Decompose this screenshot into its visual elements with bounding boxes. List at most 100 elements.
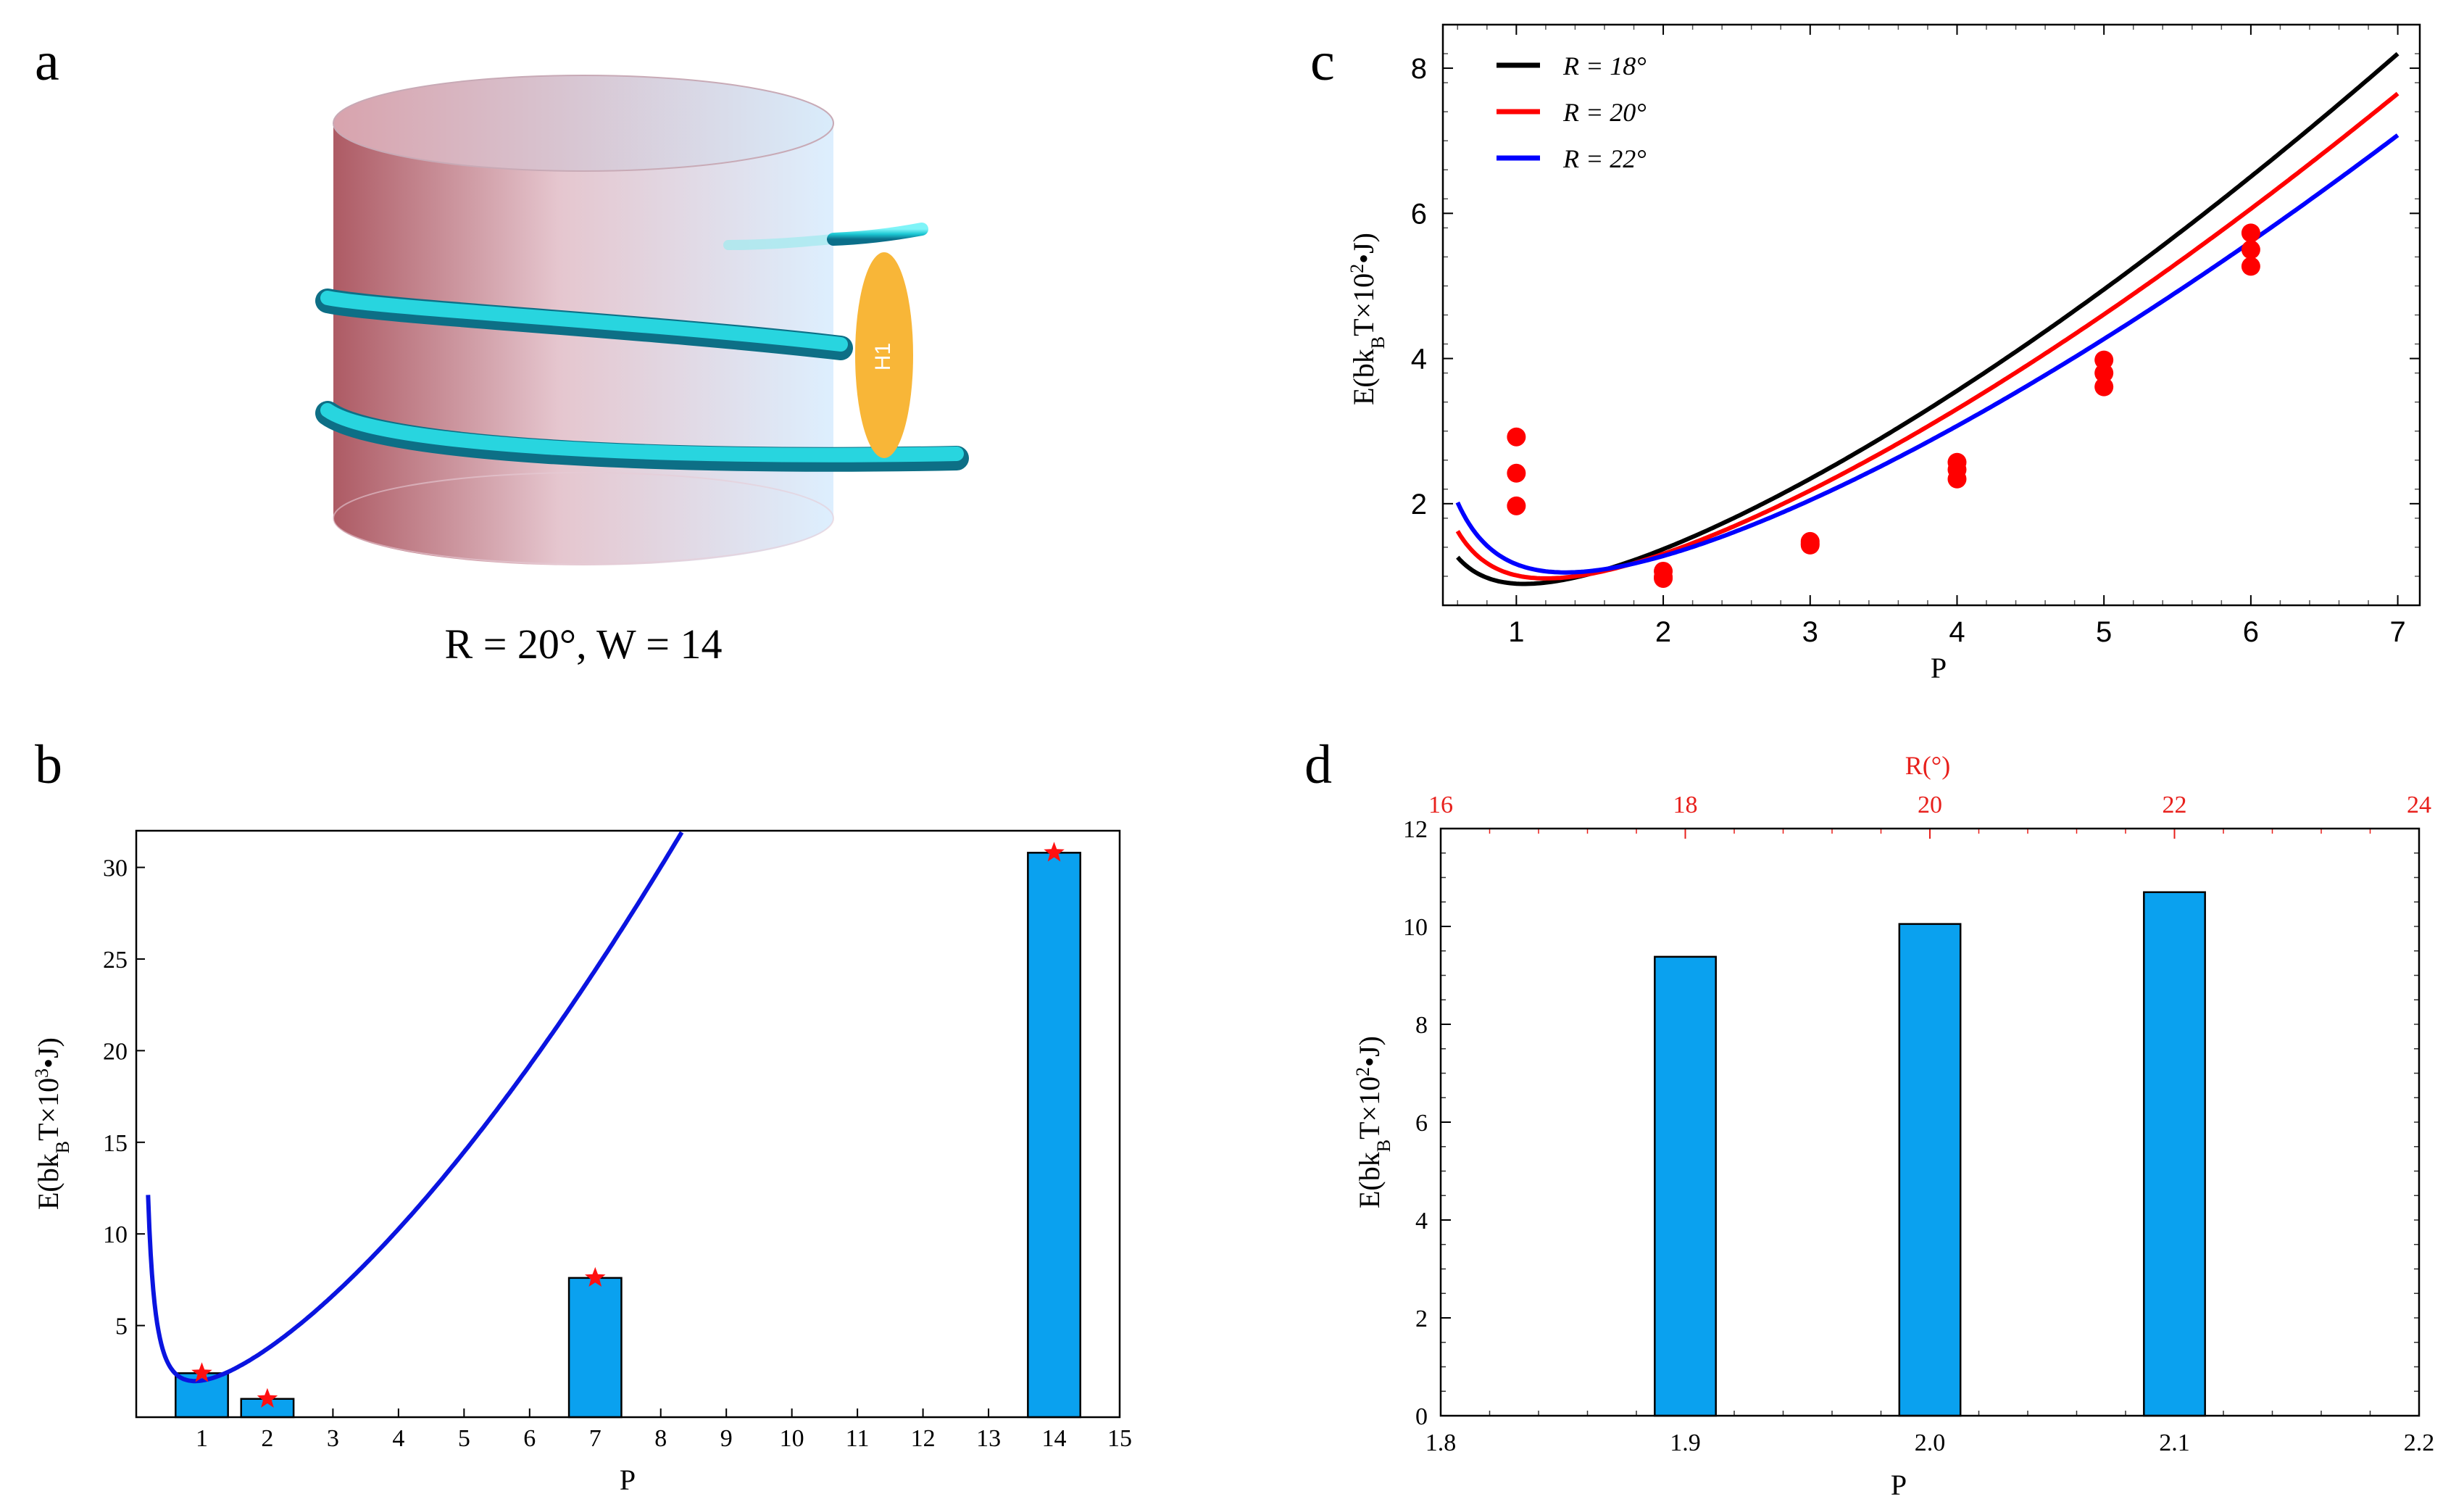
b-ytick: 5	[115, 1314, 128, 1340]
c-legend: R = 18° R = 20° R = 22°	[1497, 51, 1647, 173]
d-ytick: 12	[1403, 816, 1428, 843]
helix-strand	[315, 223, 969, 472]
h1-ellipse: H1	[855, 252, 913, 458]
b-xtick: 5	[458, 1425, 470, 1452]
d-top-xtick: 18	[1673, 792, 1698, 818]
c-xtick: 5	[2096, 616, 2112, 648]
b-star-p2	[257, 1387, 278, 1408]
panel-a: a H1 R = 20°, W = 14	[35, 31, 969, 668]
c-ytick: 8	[1411, 53, 1427, 85]
b-bar-p14	[1027, 852, 1081, 1419]
c-xtick: 3	[1802, 616, 1818, 648]
b-frame	[135, 829, 1121, 1419]
c-point-s0	[2094, 350, 2114, 370]
b-xtick: 14	[1042, 1425, 1067, 1452]
b-xtick: 9	[720, 1425, 733, 1452]
b-ytick: 15	[103, 1130, 128, 1157]
b-xtick: 12	[911, 1425, 936, 1452]
c-xtick: 7	[2389, 616, 2405, 648]
b-ytick: 20	[103, 1038, 128, 1065]
d-top-xtick: 22	[2163, 792, 2187, 818]
c-ytick: 2	[1411, 489, 1427, 520]
b-star-p1	[191, 1362, 212, 1382]
c-xtick: 4	[1949, 616, 1965, 648]
b-star-p7	[585, 1266, 606, 1287]
d-ytick: 4	[1415, 1208, 1428, 1235]
d-xtick: 2.2	[2404, 1430, 2435, 1456]
c-plot-area: 1 2 3 4 5 6 7 2 4 6 8	[1411, 25, 2420, 648]
b-xtick: 13	[976, 1425, 1001, 1452]
b-xtick: 15	[1107, 1425, 1132, 1452]
d-bar-p2	[1898, 923, 1962, 1417]
d-top-xtick: 24	[2407, 792, 2431, 818]
b-xtick: 10	[780, 1425, 804, 1452]
d-ytick: 2	[1415, 1306, 1428, 1332]
b-ylabel: E(bkBT×103•J)	[31, 1037, 73, 1210]
c-point-s0	[1507, 496, 1526, 515]
c-point-s2	[2241, 257, 2260, 276]
b-star-p14	[1044, 842, 1065, 862]
b-xlabel: P	[620, 1464, 636, 1496]
c-legend-label-0: R = 18°	[1562, 51, 1647, 80]
d-ytick: 0	[1415, 1403, 1428, 1430]
b-xtick: 6	[523, 1425, 536, 1452]
panel-letter-c: c	[1310, 31, 1335, 92]
c-point-s2	[1654, 561, 1673, 581]
c-point-s1	[1507, 463, 1526, 483]
b-xtick: 3	[327, 1425, 339, 1452]
b-xtick: 8	[654, 1425, 667, 1452]
c-frame	[1441, 23, 2421, 607]
panel-letter-b: b	[35, 734, 62, 795]
d-ytick: 6	[1415, 1110, 1428, 1137]
c-legend-label-1: R = 20°	[1562, 98, 1647, 127]
c-ytick: 4	[1411, 344, 1427, 376]
b-xtick: 4	[392, 1425, 404, 1452]
c-point-s1	[2241, 240, 2260, 260]
c-xtick: 1	[1508, 616, 1524, 648]
c-xlabel: P	[1931, 652, 1947, 684]
panel-letter-a: a	[35, 31, 59, 92]
d-bar-p1.9	[1654, 955, 1717, 1417]
d-xtick: 1.9	[1670, 1430, 1701, 1456]
panel-letter-d: d	[1304, 734, 1332, 795]
panel-a-caption: R = 20°, W = 14	[445, 621, 723, 668]
d-top-xtick: 16	[1428, 792, 1453, 818]
d-top-xtick: 20	[1918, 792, 1942, 818]
d-xtick: 2.1	[2159, 1430, 2190, 1456]
b-xtick: 1	[196, 1425, 208, 1452]
c-xtick: 2	[1655, 616, 1671, 648]
b-fit-curve	[146, 831, 684, 1384]
d-ytick: 10	[1403, 914, 1428, 941]
d-top-xlabel: R(°)	[1905, 751, 1950, 780]
b-xtick: 2	[261, 1425, 273, 1452]
c-point-s1	[2094, 363, 2114, 383]
c-ylabel: E(bkBT×102•J)	[1347, 233, 1389, 405]
c-point-s0	[2241, 223, 2260, 243]
c-point-s2	[1800, 535, 1820, 555]
d-bar-p2.1	[2143, 891, 2206, 1417]
c-xtick: 6	[2243, 616, 2259, 648]
h1-label: H1	[871, 343, 895, 370]
b-ytick: 10	[103, 1221, 128, 1248]
c-ytick: 6	[1411, 198, 1427, 230]
b-xtick: 11	[846, 1425, 870, 1452]
c-curve-2	[1455, 133, 2400, 575]
c-legend-label-2: R = 22°	[1562, 144, 1647, 173]
d-ytick: 8	[1415, 1012, 1428, 1039]
d-xlabel: P	[1891, 1469, 1907, 1501]
b-ytick: 25	[103, 947, 128, 974]
panel-d: d R(°) 1.8 1.9 2.0 2.1 2.216 18 20 22 2402468101…	[1304, 734, 2434, 1501]
c-curve-0	[1456, 51, 2400, 586]
c-point-s2	[1507, 427, 1526, 447]
d-frame	[1439, 827, 2421, 1417]
c-point-s2	[2094, 377, 2114, 397]
b-ytick: 30	[103, 855, 128, 882]
d-xtick: 2.0	[1915, 1430, 1946, 1456]
d-ylabel: E(bkBT×102•J)	[1352, 1036, 1394, 1208]
b-bar-p7	[567, 1277, 623, 1419]
d-xtick: 1.8	[1425, 1430, 1457, 1456]
